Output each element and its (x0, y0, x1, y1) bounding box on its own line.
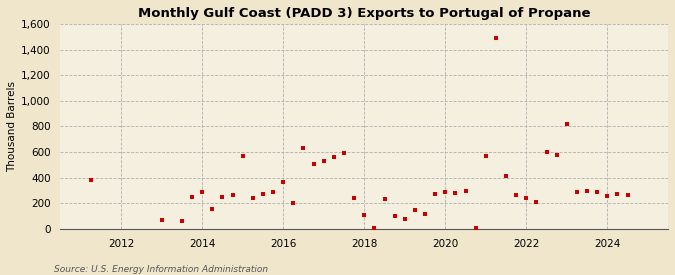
Point (612, 192, 623, 197)
Point (177, 219, 188, 223)
Point (592, 190, 603, 194)
Point (268, 190, 279, 194)
Point (470, 226, 481, 230)
Point (308, 161, 319, 166)
Point (258, 192, 269, 197)
Point (511, 193, 522, 197)
Point (86, 177, 97, 182)
Point (288, 200, 299, 205)
Point (248, 196, 259, 200)
Point (541, 150, 552, 154)
Point (420, 211, 431, 216)
Point (197, 190, 208, 194)
Point (157, 218, 167, 222)
Point (400, 217, 410, 221)
Point (460, 188, 471, 193)
Point (450, 190, 461, 195)
Point (491, 36, 502, 40)
Point (521, 196, 532, 200)
Point (562, 122, 572, 126)
Point (410, 208, 421, 213)
Point (572, 190, 583, 194)
Point (622, 193, 633, 197)
Text: Source: U.S. Energy Information Administration: Source: U.S. Energy Information Administ… (54, 265, 268, 274)
Point (349, 196, 360, 200)
Point (359, 213, 370, 217)
Point (481, 154, 491, 158)
Point (217, 195, 228, 199)
Point (298, 146, 309, 150)
Point (551, 153, 562, 157)
Point (319, 159, 329, 163)
Point (207, 207, 218, 211)
Point (602, 194, 613, 199)
Point (227, 193, 238, 197)
Point (278, 180, 289, 185)
Point (531, 200, 542, 204)
Point (379, 197, 390, 201)
Point (329, 155, 340, 159)
Title: Monthly Gulf Coast (PADD 3) Exports to Portugal of Propane: Monthly Gulf Coast (PADD 3) Exports to P… (138, 7, 591, 20)
Point (582, 188, 593, 193)
Point (238, 154, 248, 158)
Point (501, 174, 512, 178)
Point (440, 190, 451, 194)
Point (369, 226, 380, 230)
Point (430, 192, 441, 197)
Point (339, 151, 350, 156)
Point (187, 195, 198, 199)
Point (389, 214, 400, 218)
Y-axis label: Thousand Barrels: Thousand Barrels (7, 81, 17, 172)
